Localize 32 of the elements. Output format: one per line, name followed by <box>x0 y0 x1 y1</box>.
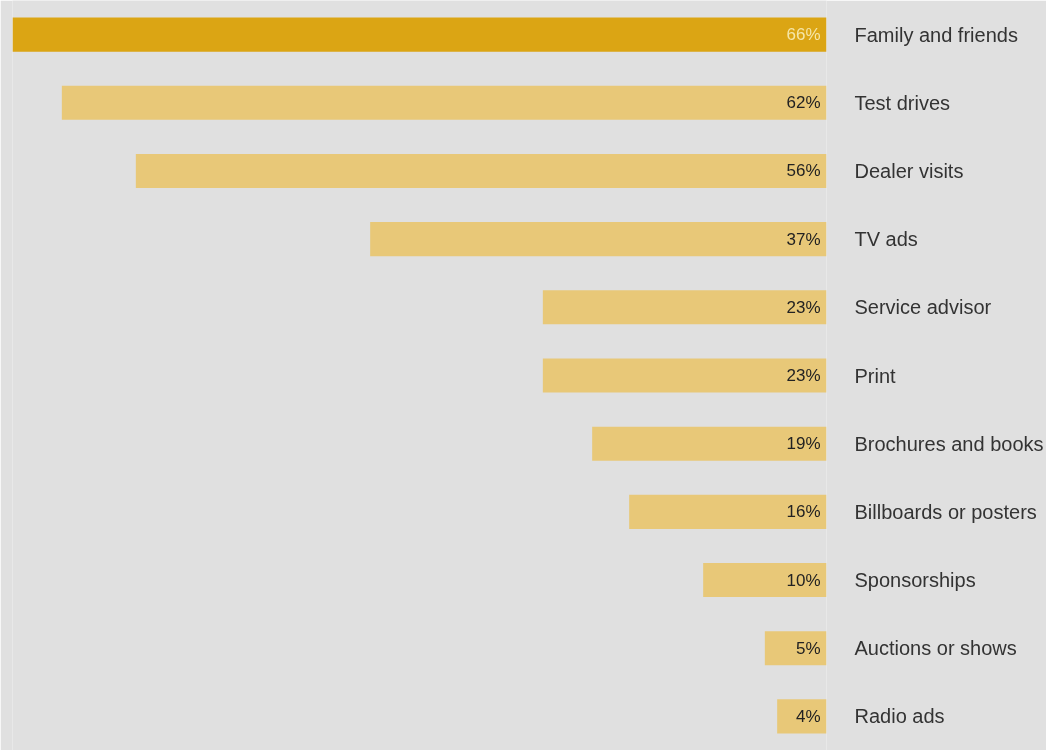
bar <box>370 222 827 257</box>
y-tick-label: Brochures and books <box>854 432 1044 455</box>
data-label: 56% <box>786 161 821 181</box>
y-tick-label: Dealer visits <box>854 159 964 182</box>
bar <box>629 494 827 529</box>
bar <box>703 563 827 598</box>
y-tick-label: Radio ads <box>854 705 945 728</box>
data-label: 4% <box>795 706 821 726</box>
y-tick-label: TV ads <box>854 228 918 251</box>
data-label: 10% <box>786 570 821 590</box>
bar <box>764 631 827 666</box>
data-label: 23% <box>786 366 821 385</box>
y-tick-label: Print <box>854 364 897 387</box>
bar <box>592 426 827 461</box>
y-tick-label: Family and friends <box>854 23 1018 46</box>
bar <box>542 290 827 325</box>
bar <box>135 153 827 188</box>
y-tick-label: Sponsorships <box>854 569 976 592</box>
bar <box>542 358 827 393</box>
data-label: 19% <box>786 434 821 454</box>
data-label: 66% <box>786 25 821 45</box>
data-label: 37% <box>786 229 821 249</box>
y-tick-label: Auctions or shows <box>854 637 1017 660</box>
data-label: 16% <box>786 502 821 522</box>
data-label: 5% <box>795 638 821 658</box>
bar <box>12 17 827 52</box>
y-tick-label: Service advisor <box>854 296 992 319</box>
y-tick-label: Billboards or posters <box>854 500 1037 523</box>
y-tick-label: Test drives <box>854 91 951 114</box>
bar <box>61 85 827 120</box>
data-label: 62% <box>786 93 821 113</box>
data-label: 23% <box>786 297 821 317</box>
